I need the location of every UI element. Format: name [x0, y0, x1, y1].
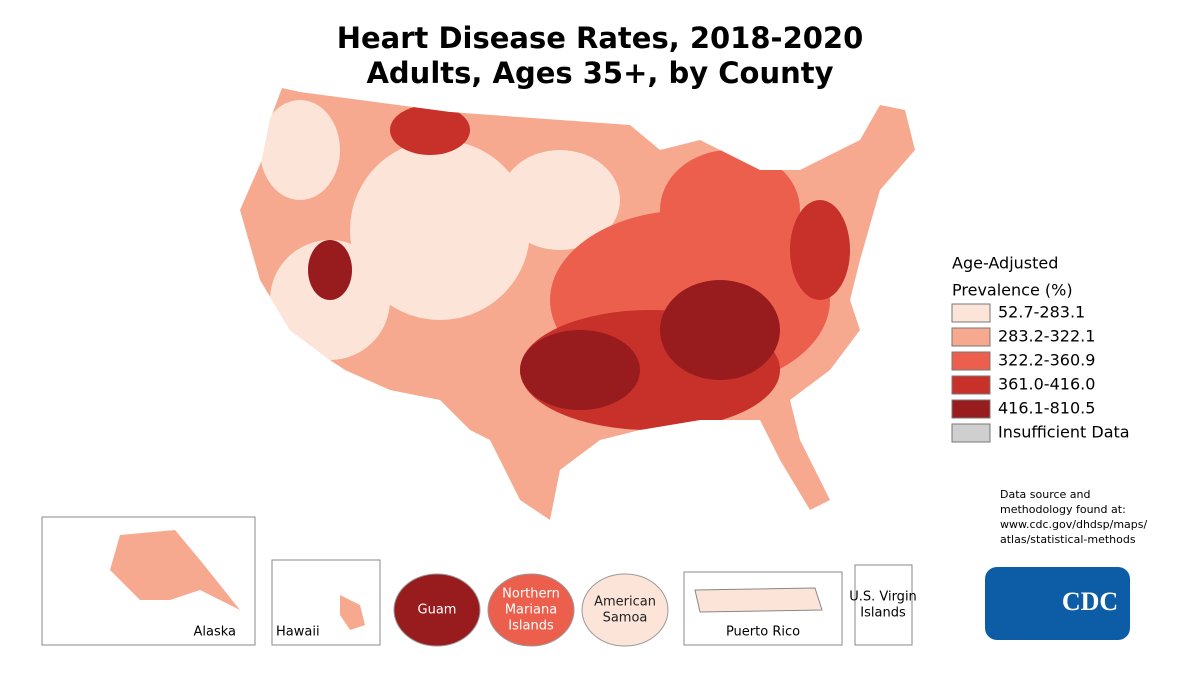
legend-title: Prevalence (%)	[952, 281, 1073, 300]
legend-label: 322.2-360.9	[998, 351, 1095, 370]
inset-label: Puerto Rico	[726, 625, 800, 640]
territory-label: American	[594, 595, 656, 610]
legend-swatch	[951, 327, 991, 347]
legend-label: 361.0-416.0	[998, 375, 1095, 394]
alaska-shape	[110, 530, 240, 610]
territory-label: Samoa	[603, 611, 648, 626]
inset-label: U.S. Virgin	[849, 590, 917, 605]
source-note: Data source and	[1000, 488, 1090, 501]
territory-label: Guam	[418, 603, 457, 618]
inset-label: Alaska	[193, 625, 236, 640]
title: Adults, Ages 35+, by County	[366, 56, 833, 90]
legend-swatch	[951, 375, 991, 395]
territory	[581, 573, 669, 647]
cdc-logo	[985, 567, 1130, 640]
legend-title: Age-Adjusted	[952, 254, 1058, 273]
legend-label: 416.1-810.5	[998, 399, 1095, 418]
legend-label: 283.2-322.1	[998, 327, 1095, 346]
inset-label: Hawaii	[276, 625, 320, 640]
territory	[393, 573, 481, 647]
legend-swatch	[951, 423, 991, 443]
logo-text: CDC	[1062, 587, 1118, 616]
legend-swatch	[951, 399, 991, 419]
source-note: www.cdc.gov/dhdsp/maps/	[1000, 518, 1148, 531]
source-note: methodology found at:	[1000, 503, 1126, 516]
legend-swatch	[951, 351, 991, 371]
territory-label: Northern	[502, 587, 560, 602]
inset-label: Islands	[860, 606, 906, 621]
us-map	[240, 88, 915, 520]
source-note: atlas/statistical-methods	[1000, 533, 1136, 546]
territory-label: Islands	[508, 619, 554, 634]
territory	[487, 573, 575, 647]
hawaii-inset	[271, 559, 381, 646]
legend-label: Insufficient Data	[998, 423, 1130, 442]
hawaii-shape	[340, 595, 365, 630]
territory-label: Mariana	[505, 603, 557, 618]
legend-label: 52.7-283.1	[998, 303, 1085, 322]
legend-swatch	[951, 303, 991, 323]
puerto-rico-shape	[694, 587, 823, 613]
virgin-islands-inset	[854, 564, 913, 646]
title: Heart Disease Rates, 2018-2020	[337, 21, 864, 55]
